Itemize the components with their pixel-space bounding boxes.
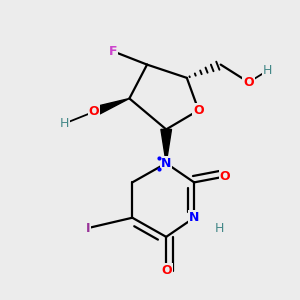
Text: O: O	[193, 104, 204, 117]
Text: O: O	[89, 105, 99, 118]
Text: O: O	[161, 264, 172, 277]
Text: H: H	[263, 64, 272, 77]
Text: I: I	[86, 221, 90, 235]
Text: O: O	[220, 170, 230, 183]
Text: H: H	[60, 117, 69, 130]
Polygon shape	[161, 129, 172, 163]
Text: H: H	[214, 221, 224, 235]
Polygon shape	[92, 98, 129, 116]
Text: N: N	[161, 157, 171, 170]
Text: N: N	[189, 211, 200, 224]
Text: O: O	[243, 76, 254, 89]
Text: F: F	[109, 45, 117, 58]
